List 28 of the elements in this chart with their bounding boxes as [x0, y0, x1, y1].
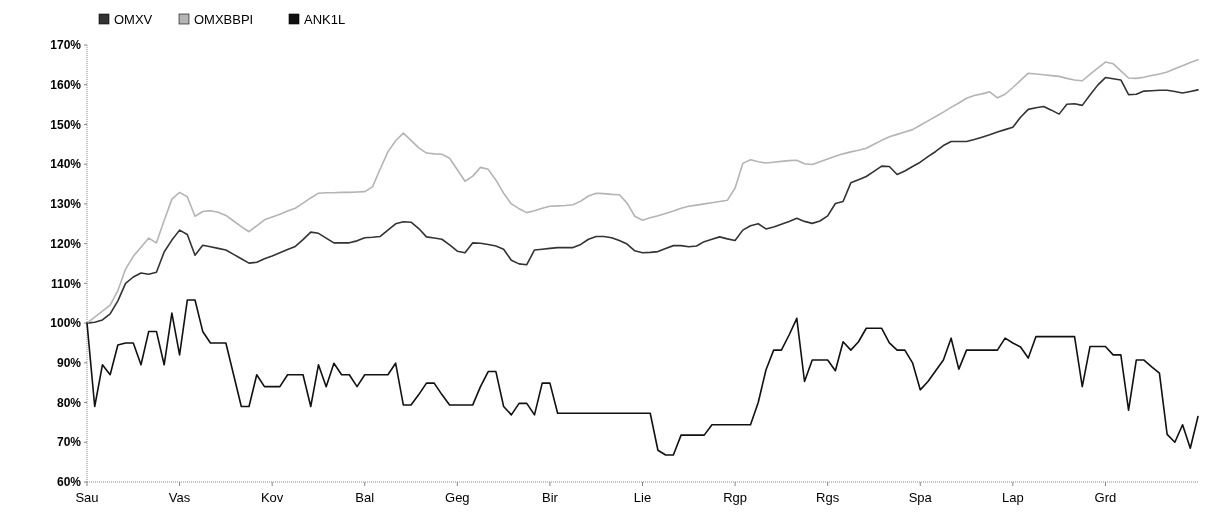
x-tick-label: Bir: [541, 490, 559, 505]
x-tick-label: Geg: [445, 490, 470, 505]
y-tick-label: 170%: [50, 38, 82, 53]
y-tick-label: 130%: [50, 197, 82, 212]
legend-label: OMXV: [114, 12, 153, 27]
y-tick-label: 60%: [56, 475, 82, 490]
x-tick-label: Rgp: [723, 490, 748, 505]
x-tick-label: Bal: [355, 490, 375, 505]
x-tick-label: Rgs: [816, 490, 840, 505]
y-tick-label: 100%: [50, 316, 82, 331]
y-tick-label: 160%: [50, 77, 82, 92]
y-tick-label: 140%: [50, 157, 82, 172]
x-tick-label: Kov: [260, 490, 284, 505]
line-series: [86, 299, 1199, 456]
x-tick-label: Vas: [168, 490, 191, 505]
legend-label: ANK1L: [304, 12, 346, 27]
x-tick-label: Grd: [1094, 490, 1117, 505]
x-tick-label: Spa: [908, 490, 933, 505]
legend-label: OMXBBPI: [194, 12, 254, 27]
x-tick-label: Sau: [75, 490, 99, 505]
x-tick-label: Lap: [1001, 490, 1024, 505]
y-tick-label: 120%: [50, 236, 82, 251]
y-tick-label: 70%: [56, 435, 82, 450]
x-tick-label: Lie: [633, 490, 652, 505]
y-tick-label: 90%: [56, 356, 82, 371]
y-tick-label: 150%: [50, 117, 82, 132]
y-tick-label: 110%: [50, 276, 82, 291]
y-tick-label: 80%: [56, 395, 82, 410]
